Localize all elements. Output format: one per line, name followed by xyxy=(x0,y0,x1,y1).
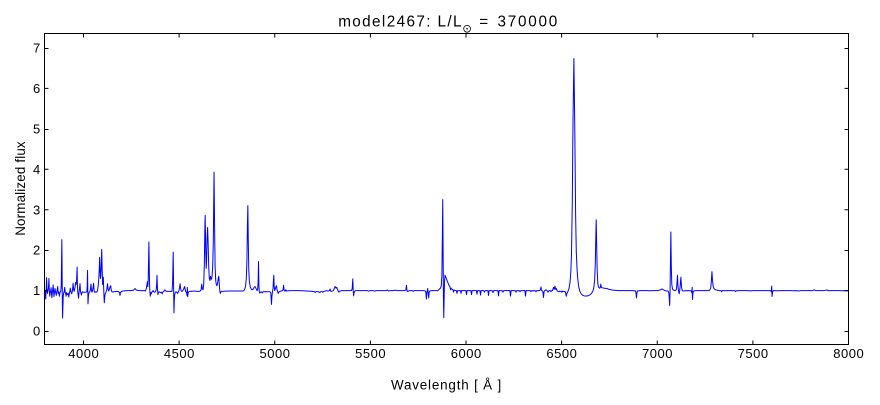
svg-text:4000: 4000 xyxy=(68,346,99,361)
svg-text:1: 1 xyxy=(33,283,40,298)
svg-text:model2467: L/L: model2467: L/L xyxy=(338,13,463,30)
svg-text:8000: 8000 xyxy=(833,346,864,361)
svg-text:7500: 7500 xyxy=(738,346,769,361)
svg-text:6: 6 xyxy=(33,81,40,96)
svg-text:Wavelength [ Å ]: Wavelength [ Å ] xyxy=(391,378,502,393)
svg-text:5000: 5000 xyxy=(260,346,291,361)
svg-text:Normalized flux: Normalized flux xyxy=(13,141,28,236)
svg-text:2: 2 xyxy=(33,243,40,258)
svg-text:4500: 4500 xyxy=(164,346,195,361)
svg-text:370000: 370000 xyxy=(498,13,560,30)
svg-text:=: = xyxy=(479,13,488,30)
svg-text:4: 4 xyxy=(33,162,40,177)
svg-text:6000: 6000 xyxy=(451,346,482,361)
svg-text:0: 0 xyxy=(33,324,40,339)
svg-text:7: 7 xyxy=(33,41,40,56)
svg-text:7000: 7000 xyxy=(642,346,673,361)
svg-text:5500: 5500 xyxy=(355,346,386,361)
svg-text:3: 3 xyxy=(33,202,40,217)
svg-text:5: 5 xyxy=(33,121,40,136)
svg-text:6500: 6500 xyxy=(546,346,577,361)
